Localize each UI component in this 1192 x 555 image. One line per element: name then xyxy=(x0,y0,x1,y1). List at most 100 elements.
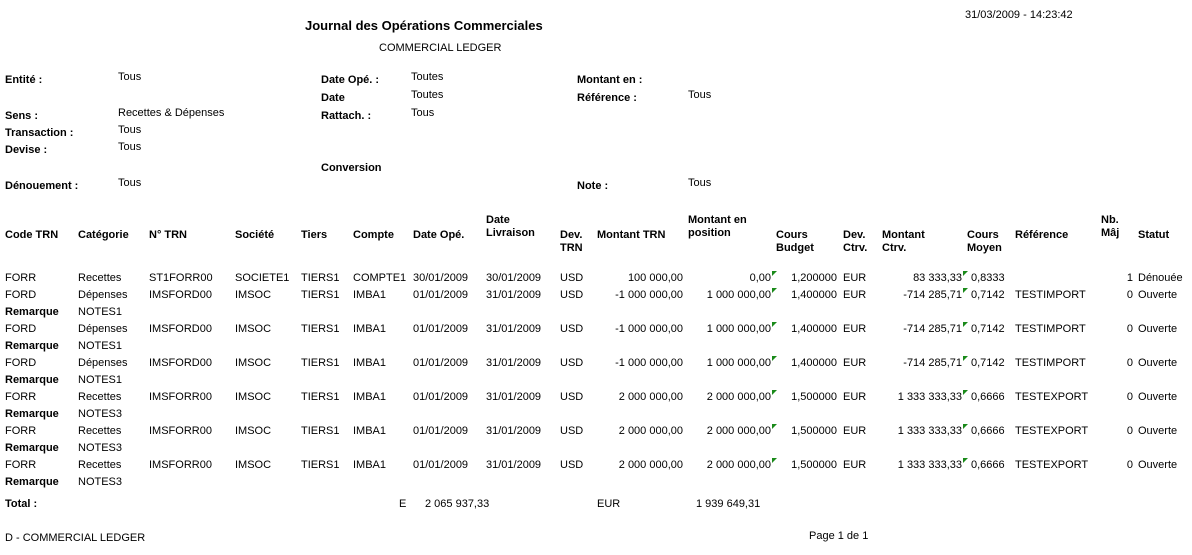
column-header: Catégorie xyxy=(78,229,129,241)
remark-label: Remarque xyxy=(5,442,59,454)
column-header: Référence xyxy=(1015,229,1069,241)
table-cell: COMPTE1 xyxy=(353,272,407,284)
table-cell: 0,7142 xyxy=(971,289,1005,301)
table-cell: -1 000 000,00 xyxy=(615,357,683,369)
column-header: Statut xyxy=(1138,229,1170,241)
table-cell: 2 000 000,00 xyxy=(618,391,683,403)
table-cell: Ouverte xyxy=(1138,459,1178,471)
column-header: Tiers xyxy=(301,229,328,241)
table-cell: Dépenses xyxy=(78,357,128,369)
table-cell: TESTEXPORT xyxy=(1015,391,1089,403)
filter-value: Tous xyxy=(118,141,142,153)
table-cell: USD xyxy=(560,425,584,437)
filter-label: Devise : xyxy=(5,144,48,156)
table-cell: FORR xyxy=(5,272,37,284)
table-cell: 0 xyxy=(1126,323,1133,335)
remark-label: Remarque xyxy=(5,340,59,352)
filter-value: Tous xyxy=(118,124,142,136)
footer-report: D - COMMERCIAL LEDGER xyxy=(5,532,146,544)
column-header: Date Opé. xyxy=(413,229,465,241)
table-cell: Ouverte xyxy=(1138,357,1178,369)
table-cell: 0,00 xyxy=(749,271,778,284)
table-cell: 0,6666 xyxy=(971,425,1005,437)
remark-text: NOTES1 xyxy=(78,340,123,352)
total-amount-position: 1 939 649,31 xyxy=(696,498,761,510)
table-cell: IMSFORD00 xyxy=(149,323,212,335)
column-header: N° TRN xyxy=(149,229,188,241)
filter-label: Date Opé. : xyxy=(321,74,380,86)
table-cell: FORR xyxy=(5,391,37,403)
table-cell: TIERS1 xyxy=(301,323,340,335)
table-cell: IMSFORD00 xyxy=(149,357,212,369)
table-cell: 31/01/2009 xyxy=(486,323,542,335)
table-cell: Ouverte xyxy=(1138,425,1178,437)
table-cell: IMSFORR00 xyxy=(149,391,212,403)
remark-label: Remarque xyxy=(5,408,59,420)
remark-text: NOTES1 xyxy=(78,374,123,386)
filter-value: Tous xyxy=(688,177,712,189)
table-cell: Dénouée xyxy=(1138,272,1183,284)
filter-label: Note : xyxy=(577,180,609,192)
table-cell: USD xyxy=(560,272,584,284)
table-cell: 0,6666 xyxy=(971,459,1005,471)
column-header: Société xyxy=(235,229,275,241)
table-cell: 31/01/2009 xyxy=(486,459,542,471)
table-cell: 1,400000 xyxy=(791,357,837,369)
table-cell: EUR xyxy=(843,357,867,369)
filter-label: Dénouement : xyxy=(5,180,79,192)
table-cell: 0,7142 xyxy=(971,323,1005,335)
table-cell: 30/01/2009 xyxy=(413,272,469,284)
remark-label: Remarque xyxy=(5,476,59,488)
table-cell: 2 000 000,00 xyxy=(706,458,778,471)
table-cell: IMBA1 xyxy=(353,391,387,403)
column-header: Montant en position xyxy=(688,214,747,239)
filter-value: Tous xyxy=(118,177,142,189)
table-cell: 0,7142 xyxy=(971,357,1005,369)
table-cell: 0 xyxy=(1126,357,1133,369)
filter-value: Tous xyxy=(688,89,712,101)
table-cell: 30/01/2009 xyxy=(486,272,542,284)
table-cell: IMSOC xyxy=(235,323,272,335)
table-cell: Ouverte xyxy=(1138,323,1178,335)
table-cell: 1,400000 xyxy=(791,289,837,301)
table-cell: ST1FORR00 xyxy=(149,272,213,284)
table-cell: TESTIMPORT xyxy=(1015,289,1086,301)
remark-text: NOTES3 xyxy=(78,476,123,488)
table-cell: TIERS1 xyxy=(301,289,340,301)
table-cell: -1 000 000,00 xyxy=(615,289,683,301)
table-cell: 31/01/2009 xyxy=(486,391,542,403)
table-cell: 83 333,33 xyxy=(913,271,968,284)
table-cell: 1,500000 xyxy=(791,459,837,471)
table-cell: 01/01/2009 xyxy=(413,391,469,403)
table-cell: EUR xyxy=(843,289,867,301)
table-cell: IMSOC xyxy=(235,357,272,369)
footer-page: Page 1 de 1 xyxy=(809,530,869,542)
filter-label: Transaction : xyxy=(5,127,74,139)
table-cell: 31/01/2009 xyxy=(486,289,542,301)
table-cell: FORD xyxy=(5,357,37,369)
table-cell: USD xyxy=(560,391,584,403)
table-cell: 1,500000 xyxy=(791,391,837,403)
table-cell: Ouverte xyxy=(1138,289,1178,301)
table-cell: -714 285,71 xyxy=(903,288,968,301)
table-cell: 0 xyxy=(1126,459,1133,471)
column-header: Nb. Mâj xyxy=(1101,214,1120,239)
table-cell: EUR xyxy=(843,391,867,403)
column-header: Cours Moyen xyxy=(967,229,1002,254)
table-cell: Recettes xyxy=(78,459,122,471)
total-currency: EUR xyxy=(597,498,621,510)
table-cell: 01/01/2009 xyxy=(413,459,469,471)
table-cell: 0 xyxy=(1126,391,1133,403)
table-cell: TIERS1 xyxy=(301,391,340,403)
column-header: Montant TRN xyxy=(597,229,666,241)
table-cell: IMSFORR00 xyxy=(149,459,212,471)
table-cell: IMSOC xyxy=(235,289,272,301)
table-cell: IMSOC xyxy=(235,425,272,437)
table-cell: IMSOC xyxy=(235,459,272,471)
remark-text: NOTES3 xyxy=(78,408,123,420)
table-cell: TIERS1 xyxy=(301,425,340,437)
table-cell: TIERS1 xyxy=(301,357,340,369)
filter-label: Montant en : xyxy=(577,74,643,86)
table-cell: USD xyxy=(560,459,584,471)
table-cell: 2 000 000,00 xyxy=(706,424,778,437)
